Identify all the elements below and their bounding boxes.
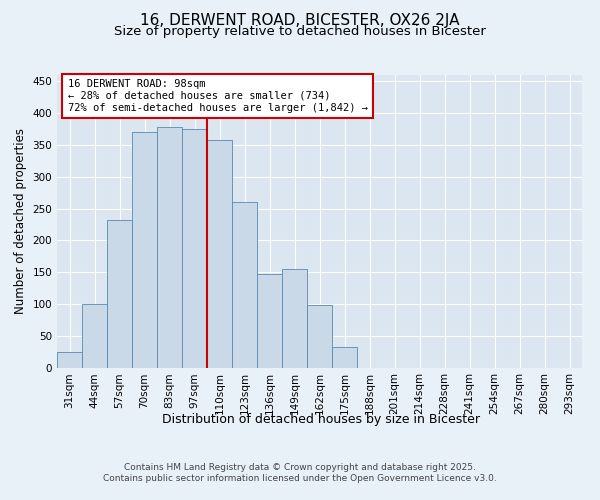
Bar (57, 352, 82, 368)
Bar (232, 202, 257, 368)
Bar (332, 346, 357, 368)
Bar (182, 129, 207, 368)
Text: Contains HM Land Registry data © Crown copyright and database right 2025.: Contains HM Land Registry data © Crown c… (124, 462, 476, 471)
Bar (282, 269, 307, 368)
Text: Contains public sector information licensed under the Open Government Licence v3: Contains public sector information licen… (103, 474, 497, 483)
Text: Distribution of detached houses by size in Bicester: Distribution of detached houses by size … (162, 412, 480, 426)
Text: 16 DERWENT ROAD: 98sqm
← 28% of detached houses are smaller (734)
72% of semi-de: 16 DERWENT ROAD: 98sqm ← 28% of detached… (67, 80, 367, 112)
Bar (157, 127, 182, 368)
Text: 16, DERWENT ROAD, BICESTER, OX26 2JA: 16, DERWENT ROAD, BICESTER, OX26 2JA (140, 12, 460, 28)
Bar (107, 220, 132, 368)
Bar (257, 274, 282, 368)
Y-axis label: Number of detached properties: Number of detached properties (14, 128, 27, 314)
Bar (132, 132, 157, 368)
Bar (82, 304, 107, 368)
Text: Size of property relative to detached houses in Bicester: Size of property relative to detached ho… (114, 25, 486, 38)
Bar (207, 140, 232, 368)
Bar (307, 305, 332, 368)
